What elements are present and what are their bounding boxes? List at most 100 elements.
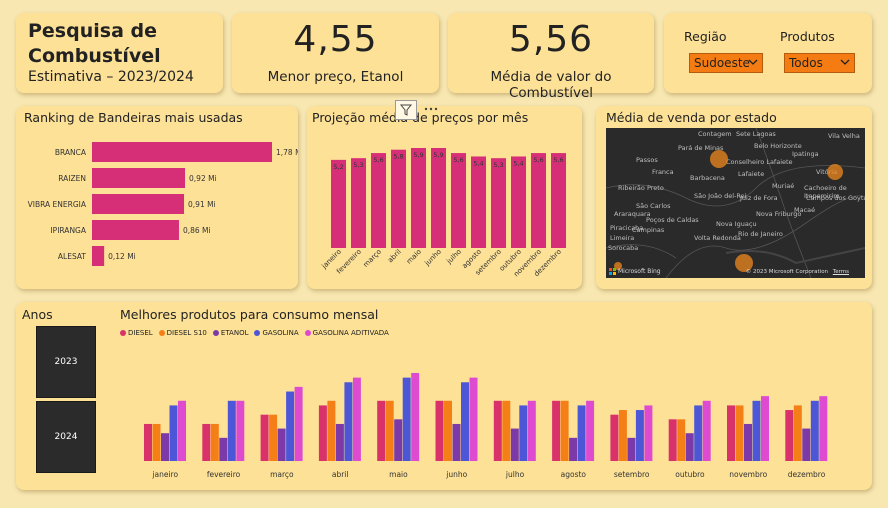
consumption-bar[interactable] <box>344 382 353 461</box>
consumption-bar[interactable] <box>352 377 361 461</box>
consumption-bar[interactable] <box>577 405 586 461</box>
consumption-bar[interactable] <box>227 400 236 461</box>
projection-bar[interactable] <box>511 156 526 248</box>
consumption-bar[interactable] <box>318 405 327 461</box>
consumption-bar[interactable] <box>469 377 478 461</box>
consumption-bar[interactable] <box>627 437 636 461</box>
consumption-bar[interactable] <box>519 405 528 461</box>
consumption-bar[interactable] <box>618 410 627 461</box>
consumption-bar[interactable] <box>277 428 286 461</box>
consumption-bar[interactable] <box>202 423 211 461</box>
ranking-bar[interactable] <box>92 220 179 240</box>
consumption-bar[interactable] <box>635 410 644 461</box>
consumption-bar[interactable] <box>435 400 444 461</box>
projection-bar[interactable] <box>351 158 366 248</box>
title-line2: Combustível <box>28 45 161 67</box>
consumption-bar[interactable] <box>502 400 511 461</box>
consumption-bar[interactable] <box>219 437 228 461</box>
legend-item[interactable]: DIESEL <box>120 329 153 337</box>
consumption-month-label: agosto <box>561 470 587 479</box>
projection-bar[interactable] <box>451 153 466 248</box>
projection-bar[interactable] <box>551 153 566 248</box>
consumption-bar[interactable] <box>152 423 161 461</box>
projection-bar[interactable] <box>411 148 426 248</box>
region-dropdown[interactable]: Sudoeste <box>689 53 763 73</box>
consumption-bar[interactable] <box>735 405 744 461</box>
map-bubble-rj[interactable] <box>735 254 753 272</box>
consumption-bar[interactable] <box>752 400 761 461</box>
consumption-bar[interactable] <box>461 382 469 461</box>
projection-bar[interactable] <box>431 148 446 248</box>
projection-bar[interactable] <box>371 153 386 248</box>
sales-map[interactable]: Contagem Belo Horizonte Pará de Minas Se… <box>606 128 865 278</box>
consumption-bar[interactable] <box>677 419 686 461</box>
year-button-2024[interactable]: 2024 <box>36 401 96 473</box>
consumption-bar[interactable] <box>527 400 536 461</box>
legend-item[interactable]: GASOLINA ADITIVADA <box>304 329 389 337</box>
projection-bar[interactable] <box>391 149 406 248</box>
consumption-bar[interactable] <box>702 400 711 461</box>
consumption-bar[interactable] <box>402 377 411 461</box>
consumption-bar[interactable] <box>610 414 619 461</box>
consumption-bar[interactable] <box>569 437 578 461</box>
consumption-bar[interactable] <box>510 428 519 461</box>
consumption-bar[interactable] <box>560 400 569 461</box>
map-bubble-sp[interactable] <box>614 262 622 270</box>
ranking-bar[interactable] <box>92 246 105 266</box>
products-dropdown[interactable]: Todos <box>784 53 855 73</box>
legend-item[interactable]: GASOLINA <box>254 329 299 337</box>
projection-bar[interactable] <box>531 153 546 248</box>
year-button-2023[interactable]: 2023 <box>36 326 96 398</box>
consumption-bar[interactable] <box>169 405 178 461</box>
consumption-bar[interactable] <box>552 400 561 461</box>
consumption-bar[interactable] <box>144 423 152 461</box>
consumption-bar[interactable] <box>744 423 752 461</box>
consumption-bar[interactable] <box>785 410 794 461</box>
filter-icon[interactable] <box>395 100 417 120</box>
consumption-bar[interactable] <box>286 391 295 461</box>
consumption-bar[interactable] <box>377 400 386 461</box>
map-terms-link[interactable]: Terms <box>832 269 849 275</box>
consumption-bar[interactable] <box>210 423 219 461</box>
consumption-bar[interactable] <box>161 433 169 461</box>
consumption-title: Melhores produtos para consumo mensal <box>120 307 379 322</box>
projection-bar[interactable] <box>491 158 506 248</box>
consumption-bar[interactable] <box>493 400 502 461</box>
consumption-bar[interactable] <box>178 400 186 461</box>
map-bubble-es[interactable] <box>827 164 843 180</box>
ranking-bar[interactable] <box>92 168 186 188</box>
consumption-bar[interactable] <box>793 405 802 461</box>
ranking-bar[interactable] <box>92 142 272 162</box>
projection-bar[interactable] <box>331 159 346 248</box>
consumption-bar[interactable] <box>335 423 344 461</box>
consumption-bar[interactable] <box>452 423 461 461</box>
consumption-bar[interactable] <box>644 405 653 461</box>
projection-value-label: 5,6 <box>533 156 543 164</box>
map-bubble-mg[interactable] <box>710 150 728 168</box>
consumption-bar[interactable] <box>819 396 828 461</box>
projection-bar[interactable] <box>471 156 486 248</box>
consumption-bar[interactable] <box>694 405 703 461</box>
consumption-bar[interactable] <box>668 419 677 461</box>
map-city-label: Vitória <box>816 168 837 176</box>
more-options-icon[interactable] <box>421 100 443 120</box>
consumption-bar[interactable] <box>685 433 694 461</box>
consumption-month-label: março <box>270 470 294 479</box>
legend-item[interactable]: ETANOL <box>212 329 248 337</box>
consumption-bar[interactable] <box>411 373 420 461</box>
consumption-bar[interactable] <box>810 400 819 461</box>
consumption-bar[interactable] <box>236 400 245 461</box>
consumption-bar[interactable] <box>260 414 269 461</box>
consumption-bar[interactable] <box>394 419 403 461</box>
consumption-bar[interactable] <box>761 396 769 461</box>
consumption-bar[interactable] <box>727 405 735 461</box>
legend-item[interactable]: DIESEL S10 <box>158 329 207 337</box>
consumption-bar[interactable] <box>269 414 278 461</box>
consumption-bar[interactable] <box>444 400 452 461</box>
ranking-bar[interactable] <box>92 194 185 214</box>
consumption-bar[interactable] <box>327 400 336 461</box>
consumption-bar[interactable] <box>586 400 595 461</box>
consumption-bar[interactable] <box>294 386 303 461</box>
consumption-bar[interactable] <box>802 428 811 461</box>
consumption-bar[interactable] <box>385 400 394 461</box>
